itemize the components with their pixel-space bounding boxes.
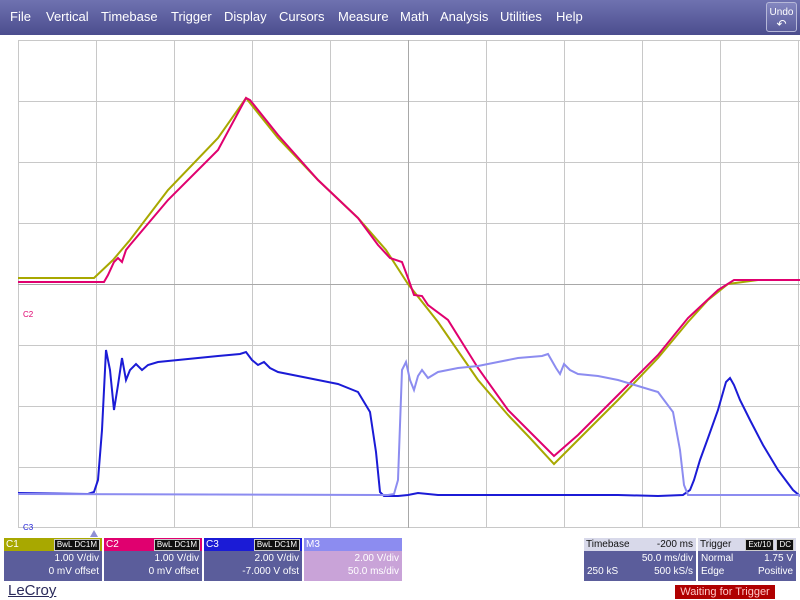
trigger-type: Edge: [701, 566, 725, 577]
timebase-rate: 500 kS/s: [654, 566, 693, 577]
timebase-panel[interactable]: Timebase -200 ms 50.0 ms/div 250 kS 500 …: [584, 538, 696, 581]
menu-display[interactable]: Display: [224, 9, 267, 24]
timebase-delay: -200 ms: [656, 539, 693, 550]
menu-timebase[interactable]: Timebase: [101, 9, 158, 24]
menu-measure[interactable]: Measure: [338, 9, 389, 24]
waveform-display[interactable]: C2 C3: [18, 40, 800, 532]
trigger-slope: Positive: [757, 566, 793, 577]
channel-c3-panel[interactable]: C3 BwL DC1M 2.00 V/div -7.000 V ofst: [204, 538, 302, 581]
trigger-label: Trigger: [700, 539, 732, 550]
c3-tags: BwL DC1M: [253, 539, 300, 551]
menu-math[interactable]: Math: [400, 9, 429, 24]
channel-c2-panel[interactable]: C2 BwL DC1M 1.00 V/div 0 mV offset: [104, 538, 202, 581]
c2-offset: 0 mV offset: [148, 566, 199, 577]
c3-vdiv: 2.00 V/div: [254, 553, 299, 564]
trigger-mode: Normal: [701, 553, 734, 564]
c1-offset: 0 mV offset: [48, 566, 99, 577]
menu-utilities[interactable]: Utilities: [500, 9, 542, 24]
undo-label: Undo: [769, 7, 794, 18]
waveform-svg: [18, 40, 800, 528]
channel-c1-panel[interactable]: C1 BwL DC1M 1.00 V/div 0 mV offset: [4, 538, 102, 581]
menu-analysis[interactable]: Analysis: [440, 9, 489, 24]
c3-ground-marker: C3: [23, 523, 34, 532]
timebase-tdiv: 50.0 ms/div: [641, 553, 693, 564]
undo-icon: ↶: [776, 17, 787, 31]
trigger-panel[interactable]: Trigger Ext/10 DC Normal 1.75 V Edge Pos…: [698, 538, 796, 581]
trace-c3: [18, 349, 800, 498]
lecroy-logo: LeCroy: [8, 582, 57, 599]
math-m3-panel[interactable]: M3 2.00 V/div 50.0 ms/div: [304, 538, 402, 581]
menu-vertical[interactable]: Vertical: [46, 9, 89, 24]
menu-help[interactable]: Help: [556, 9, 583, 24]
c2-name: C2: [106, 539, 119, 550]
trigger-coupling: DC: [776, 539, 794, 551]
trace-m3: [18, 352, 800, 497]
c2-tags: BwL DC1M: [153, 539, 200, 551]
c1-tags: BwL DC1M: [53, 539, 100, 551]
undo-button[interactable]: Undo ↶: [766, 2, 797, 32]
timebase-label: Timebase: [586, 539, 630, 550]
trace-c1: [18, 96, 800, 466]
trace-c2: [18, 96, 800, 458]
trigger-position-marker: [90, 530, 98, 537]
c2-vdiv: 1.00 V/div: [154, 553, 199, 564]
c3-name: C3: [206, 539, 219, 550]
trigger-status: Waiting for Trigger: [675, 585, 775, 599]
m3-color-strip: [304, 538, 402, 551]
c2-ground-marker: C2: [23, 310, 34, 319]
m3-tdiv: 50.0 ms/div: [347, 566, 399, 577]
menu-bar: File Vertical Timebase Trigger Display C…: [0, 0, 800, 35]
c1-vdiv: 1.00 V/div: [54, 553, 99, 564]
timebase-samples: 250 kS: [587, 566, 619, 577]
menu-trigger[interactable]: Trigger: [171, 9, 212, 24]
m3-name: M3: [306, 539, 320, 550]
c3-offset: -7.000 V ofst: [242, 566, 299, 577]
trigger-level: 1.75 V: [764, 553, 793, 564]
m3-vdiv: 2.00 V/div: [354, 553, 399, 564]
menu-cursors[interactable]: Cursors: [279, 9, 325, 24]
timebase-strip: [584, 538, 696, 551]
menu-file[interactable]: File: [10, 9, 31, 24]
c1-name: C1: [6, 539, 19, 550]
trigger-source: Ext/10: [745, 539, 774, 551]
